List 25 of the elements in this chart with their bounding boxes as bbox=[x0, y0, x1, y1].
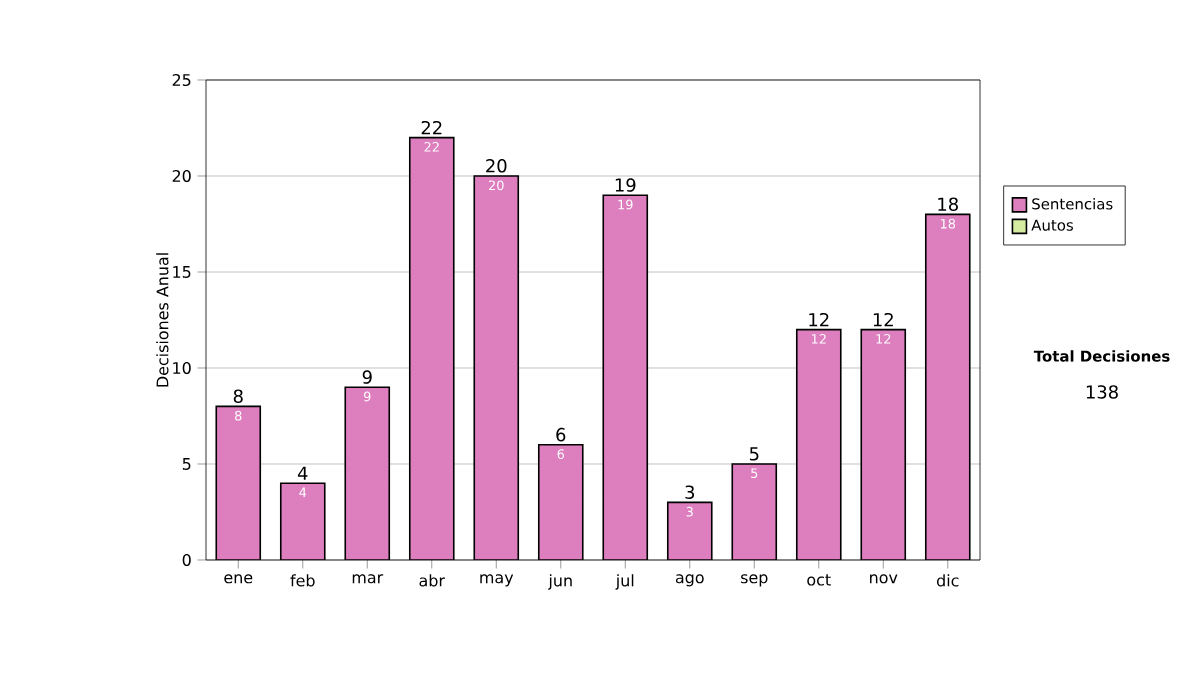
total-label: 6 bbox=[556, 427, 566, 442]
bar bbox=[861, 329, 906, 560]
bar bbox=[603, 195, 648, 560]
total-label: 22 bbox=[421, 120, 442, 135]
bar bbox=[474, 175, 519, 560]
bar bbox=[667, 502, 712, 560]
total-label: 3 bbox=[685, 485, 695, 499]
bar bbox=[732, 464, 777, 560]
bar bbox=[409, 137, 454, 560]
bar bbox=[924, 213, 971, 560]
total-label: 8 bbox=[233, 389, 243, 403]
total-label: 12 bbox=[873, 312, 893, 327]
total-label: 19 bbox=[615, 178, 636, 192]
bar bbox=[216, 406, 261, 560]
total-label: 20 bbox=[486, 159, 507, 173]
total-label: 5 bbox=[749, 447, 759, 461]
bar bbox=[345, 387, 390, 560]
total-label: 18 bbox=[938, 197, 958, 211]
bar bbox=[280, 483, 325, 560]
total-label: 4 bbox=[297, 466, 308, 480]
total-label: 9 bbox=[362, 370, 372, 384]
bar bbox=[538, 444, 583, 560]
bar bbox=[796, 329, 841, 560]
total-label: 12 bbox=[809, 312, 829, 327]
text: 138 bbox=[1086, 385, 1118, 399]
